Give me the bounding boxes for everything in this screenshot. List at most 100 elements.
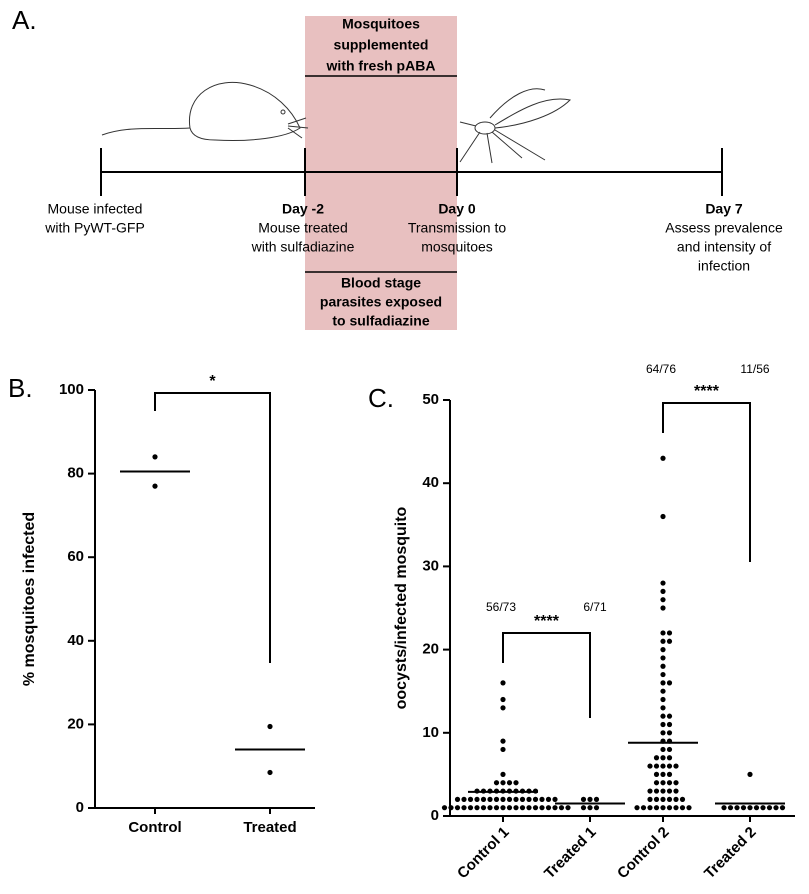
data-point [647, 805, 652, 810]
event-text: Assess prevalence [665, 220, 783, 236]
data-point [507, 797, 512, 802]
data-point [660, 705, 665, 710]
data-point [533, 805, 538, 810]
data-point [587, 797, 592, 802]
data-point [474, 797, 479, 802]
box-text: parasites exposed [320, 294, 442, 310]
data-point [680, 797, 685, 802]
data-point [647, 797, 652, 802]
data-point [660, 639, 665, 644]
x-tick-label: Treated 2 [701, 824, 760, 883]
y-tick-label: 10 [422, 724, 439, 741]
data-point [673, 788, 678, 793]
x-tick-label: Control [128, 819, 181, 836]
data-point [660, 664, 665, 669]
data-point [660, 788, 665, 793]
y-tick-label: 30 [422, 557, 439, 574]
data-point [526, 805, 531, 810]
data-point [654, 763, 659, 768]
data-point [587, 805, 592, 810]
box-text: to sulfadiazine [332, 313, 429, 329]
count-label: 56/73 [486, 600, 516, 614]
mosquito-icon [460, 89, 570, 163]
data-point [673, 763, 678, 768]
data-point [686, 805, 691, 810]
significance-label: * [209, 373, 216, 390]
data-point [660, 780, 665, 785]
data-point [494, 805, 499, 810]
data-point [552, 797, 557, 802]
box-text: supplemented [334, 37, 429, 53]
data-point [468, 805, 473, 810]
data-point [660, 647, 665, 652]
data-point [673, 780, 678, 785]
data-point [660, 755, 665, 760]
data-point [565, 805, 570, 810]
data-point [667, 714, 672, 719]
data-point [481, 797, 486, 802]
data-point [660, 747, 665, 752]
data-point [494, 780, 499, 785]
data-point [455, 805, 460, 810]
y-tick-label: 60 [67, 548, 84, 565]
data-point [673, 805, 678, 810]
data-point [667, 805, 672, 810]
data-point [660, 714, 665, 719]
significance-bracket [503, 633, 590, 718]
box-text: Mosquitoes [342, 16, 420, 32]
data-point [660, 672, 665, 677]
data-point [539, 797, 544, 802]
data-point [667, 772, 672, 777]
data-point [667, 797, 672, 802]
data-point [581, 805, 586, 810]
data-point [660, 597, 665, 602]
mouse-icon [102, 82, 308, 140]
data-point [647, 763, 652, 768]
data-point [468, 797, 473, 802]
significance-bracket [663, 403, 750, 562]
data-point [780, 805, 785, 810]
data-point [500, 680, 505, 685]
data-point [487, 797, 492, 802]
count-label: 64/76 [646, 362, 676, 376]
event-text: Mouse infected [48, 201, 143, 217]
data-point [660, 514, 665, 519]
data-point [660, 680, 665, 685]
data-point [267, 724, 272, 729]
y-tick-label: 100 [59, 381, 84, 398]
y-tick-label: 0 [76, 799, 84, 816]
data-point [474, 805, 479, 810]
data-point [660, 630, 665, 635]
data-point [660, 730, 665, 735]
y-tick-label: 20 [422, 641, 439, 658]
data-point [455, 797, 460, 802]
y-tick-label: 40 [422, 474, 439, 491]
panel-label: B. [8, 373, 33, 403]
data-point [773, 805, 778, 810]
data-point [500, 697, 505, 702]
data-point [634, 805, 639, 810]
data-point [594, 805, 599, 810]
data-point [734, 805, 739, 810]
data-point [667, 747, 672, 752]
data-point [500, 797, 505, 802]
data-point [513, 780, 518, 785]
x-tick-label: Control 2 [614, 824, 673, 883]
data-point [461, 797, 466, 802]
data-point [481, 805, 486, 810]
data-point [448, 805, 453, 810]
data-point [507, 805, 512, 810]
data-point [654, 788, 659, 793]
significance-label: **** [534, 613, 560, 630]
x-tick-label: Treated [243, 819, 296, 836]
data-point [533, 797, 538, 802]
figure: A.Mosquitoessupplementedwith fresh pABAB… [0, 0, 809, 889]
y-axis-label: % mosquitoes infected [21, 512, 38, 686]
count-label: 6/71 [583, 600, 607, 614]
data-point [667, 780, 672, 785]
event-text: mosquitoes [421, 239, 493, 255]
data-point [767, 805, 772, 810]
data-point [660, 722, 665, 727]
significance-label: **** [694, 383, 720, 400]
data-point [728, 805, 733, 810]
